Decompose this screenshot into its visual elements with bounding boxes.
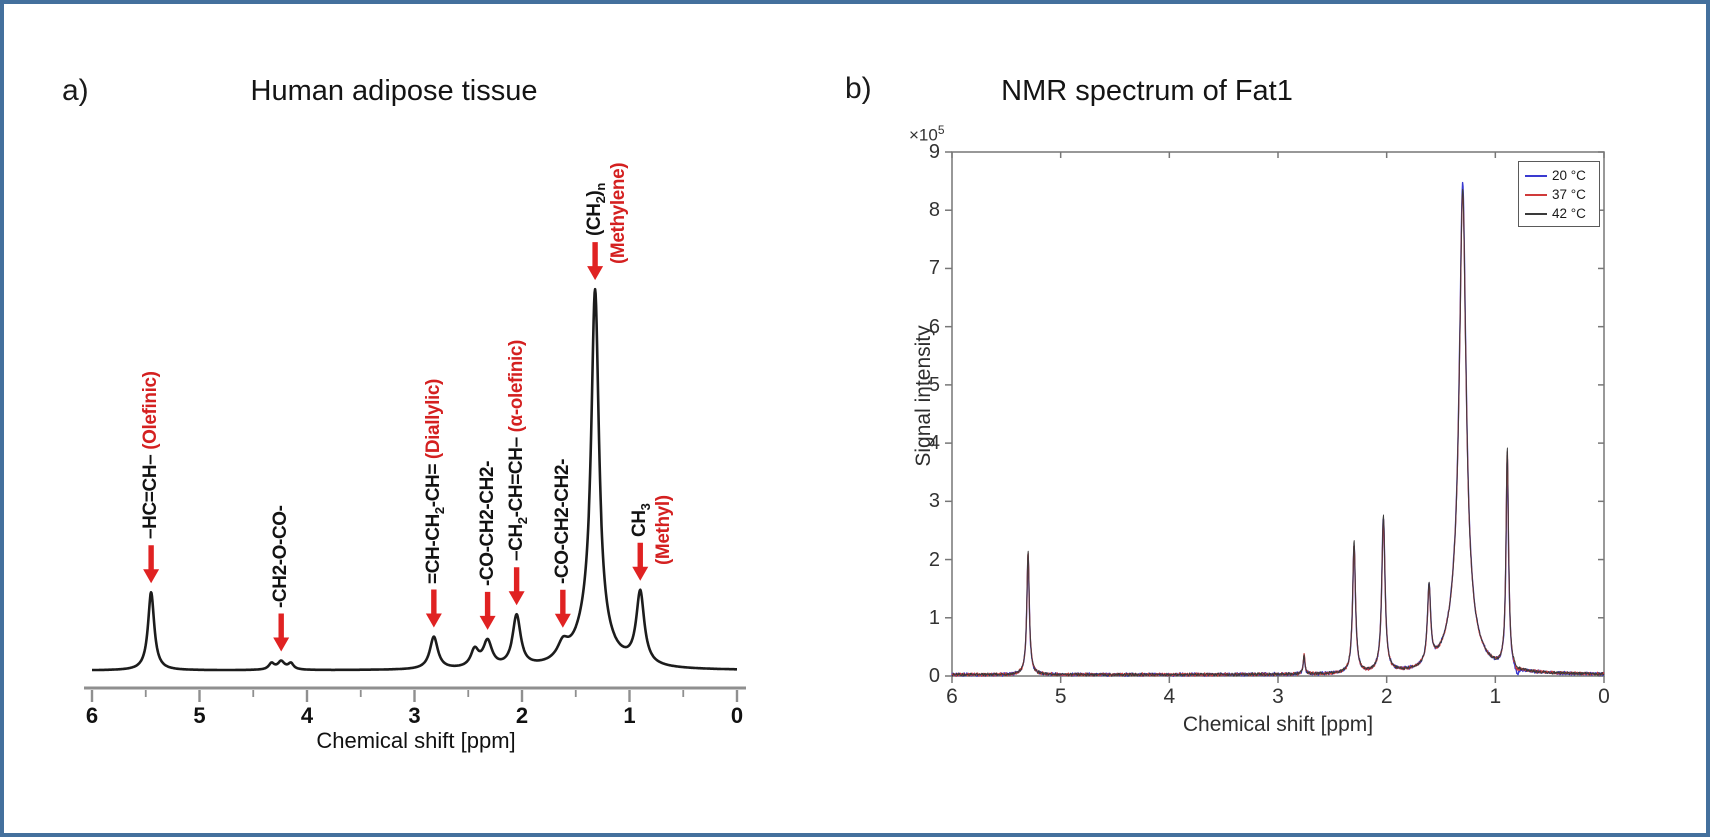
panel-b-x-tick-label: 5 xyxy=(1054,685,1067,708)
legend-entry: 42 °C xyxy=(1525,204,1599,223)
panel-b-plot-box xyxy=(951,151,1605,677)
peak-formula: -CO-CH2-CH2- xyxy=(476,460,498,586)
panel-b-series-line-1 xyxy=(951,181,1605,677)
panel-b-y-tick-label: 0 xyxy=(928,665,940,687)
y-scale-exp: 5 xyxy=(937,123,945,137)
legend-line-swatch xyxy=(1525,174,1547,177)
peak-label: =CH-CH2-CH= (Diallylic) xyxy=(423,379,451,584)
peak-annotation: (Olefinic) xyxy=(140,371,162,455)
panel-a-x-tick-label: 0 xyxy=(730,703,744,728)
spectra-plot-layer xyxy=(84,151,1605,702)
peak-label: –HC=CH– (Olefinic) xyxy=(140,372,162,540)
panel-b-label: b) xyxy=(845,72,872,105)
peak-arrow-icon xyxy=(632,542,649,581)
peak-formula: CH3 xyxy=(629,503,654,537)
panel-a-spectrum-line xyxy=(91,287,738,672)
peak-label: -CO-CH2-CH2- xyxy=(477,461,499,586)
peak-annotation: (Diallylic) xyxy=(422,378,444,464)
panel-b-series-line-2 xyxy=(951,192,1605,677)
peak-arrow-icon xyxy=(508,567,525,606)
peak-arrow-icon xyxy=(554,589,571,628)
peak-formula: –CH2-CH=CH– xyxy=(505,437,530,562)
legend-entry-label: 37 °C xyxy=(1552,187,1586,202)
panel-b-x-tick-label: 6 xyxy=(946,685,958,708)
panel-a-x-tick-label: 2 xyxy=(515,703,529,728)
peak-annotation: (α-olefinic) xyxy=(505,340,527,438)
panel-a-x-tick-label: 6 xyxy=(85,703,99,728)
panel-a-x-tick-label: 1 xyxy=(623,703,636,728)
panel-a-x-axis-label: Chemical shift [ppm] xyxy=(316,728,516,753)
panel-b-x-axis-label: Chemical shift [ppm] xyxy=(1182,713,1374,736)
legend-entry: 37 °C xyxy=(1525,185,1599,204)
peak-formula: (CH2)n xyxy=(584,183,608,237)
panel-b-y-tick-label: 4 xyxy=(928,432,940,455)
peak-arrow-icon xyxy=(273,613,290,652)
panel-b-x-tick-label: 0 xyxy=(1598,685,1610,708)
legend-entry-label: 20 °C xyxy=(1552,168,1586,183)
peak-label: -CH2-O-CO- xyxy=(270,505,292,608)
panel-b-x-tick-label: 2 xyxy=(1380,685,1393,708)
peak-arrow-icon xyxy=(479,591,496,630)
legend-line-swatch xyxy=(1525,193,1547,196)
panel-a-label: a) xyxy=(62,74,89,107)
panel-b-y-tick-label: 3 xyxy=(928,490,940,513)
panel-a-x-tick-label: 4 xyxy=(300,703,314,728)
panel-b-x-tick-label: 3 xyxy=(1272,685,1284,708)
panel-b-title: NMR spectrum of Fat1 xyxy=(1001,75,1293,107)
panel-b-y-tick-label: 5 xyxy=(928,373,940,396)
panel-b-y-tick-label: 9 xyxy=(928,141,940,163)
legend-box: 20 °C 37 °C 42 °C xyxy=(1518,161,1600,227)
peak-annotation: (Methyl) xyxy=(653,495,675,565)
legend-entry-label: 42 °C xyxy=(1552,206,1586,221)
panel-b-y-tick-label: 2 xyxy=(928,548,940,571)
peak-formula: –HC=CH– xyxy=(140,454,162,540)
panel-a-x-tick-label: 5 xyxy=(193,703,206,728)
panel-b-y-tick-label: 8 xyxy=(928,199,940,222)
panel-a-x-tick-label: 3 xyxy=(408,703,421,728)
panel-b-x-tick-label: 1 xyxy=(1489,685,1502,708)
panel-b-series-line-3 xyxy=(951,188,1605,677)
panel-b-y-tick-label: 1 xyxy=(928,606,940,629)
panel-b-y-tick-label: 7 xyxy=(928,257,940,280)
y-scale-base: ×10 xyxy=(909,125,938,145)
peak-annotation: (Methylene) xyxy=(608,162,630,265)
peak-arrow-icon xyxy=(425,589,442,628)
peak-arrow-icon xyxy=(143,545,160,584)
peak-label: –CH2-CH=CH– (α-olefinic) xyxy=(506,340,534,561)
panel-b-y-scale-exponent: ×105 xyxy=(909,123,945,146)
peak-formula: -CH2-O-CO- xyxy=(270,504,292,608)
panel-a-title: Human adipose tissue xyxy=(250,75,538,107)
legend-line-swatch xyxy=(1525,212,1547,215)
panel-b-x-tick-label: 4 xyxy=(1163,685,1176,708)
peak-formula: =CH-CH2-CH= xyxy=(422,463,447,584)
peak-label: -CO-CH2-CH2- xyxy=(552,459,574,584)
peak-arrow-icon xyxy=(587,242,604,281)
legend-entry: 20 °C xyxy=(1525,166,1599,185)
peak-formula: -CO-CH2-CH2- xyxy=(551,458,573,584)
panel-b-y-tick-label: 6 xyxy=(928,315,940,338)
